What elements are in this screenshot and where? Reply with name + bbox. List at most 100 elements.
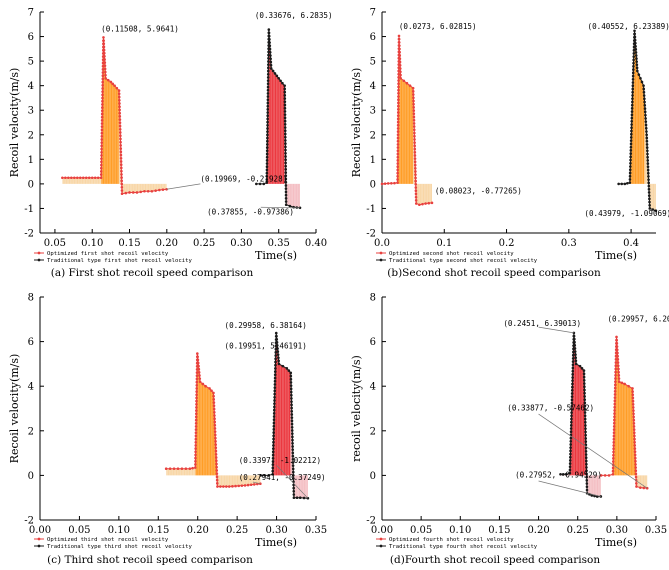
data-point <box>216 485 219 488</box>
data-label: (0.27941, -0.37249) <box>239 473 326 482</box>
data-point <box>646 168 650 172</box>
x-tick-label: 0.25 <box>567 525 589 536</box>
data-point <box>291 432 294 435</box>
data-point <box>617 370 620 374</box>
data-point <box>266 133 269 137</box>
data-point <box>194 447 197 450</box>
y-axis-label: recoil velocity(m/s) <box>350 355 363 462</box>
data-point <box>214 440 217 443</box>
fill-band <box>266 29 285 184</box>
data-point <box>628 168 632 172</box>
data-point <box>411 86 415 90</box>
data-point <box>283 110 287 113</box>
data-point <box>629 139 633 142</box>
data-point <box>213 430 217 433</box>
y-tick-label: 8 <box>370 293 376 304</box>
data-point <box>267 31 271 35</box>
data-point <box>583 420 587 424</box>
data-point <box>408 84 412 87</box>
data-point <box>291 464 295 467</box>
data-point <box>414 170 417 173</box>
data-point <box>81 176 85 180</box>
data-point <box>584 427 587 430</box>
data-point <box>617 380 621 384</box>
data-point <box>101 74 105 78</box>
data-point <box>115 86 119 90</box>
data-point <box>215 475 219 479</box>
data-point <box>634 469 638 473</box>
data-point <box>631 406 635 409</box>
data-point <box>214 456 218 459</box>
data-point <box>585 472 588 476</box>
data-point <box>612 434 616 438</box>
data-point <box>632 431 636 435</box>
data-point <box>612 428 616 431</box>
data-point <box>613 418 616 422</box>
data-point <box>100 112 104 116</box>
y-tick-label: 0 <box>370 471 376 482</box>
data-point <box>571 366 575 370</box>
data-point <box>398 60 402 64</box>
y-tick-label: 6 <box>28 32 34 43</box>
data-point <box>194 412 198 416</box>
data-point <box>118 131 122 134</box>
data-point <box>273 405 276 409</box>
data-point <box>266 111 270 114</box>
data-point <box>584 456 588 460</box>
x-tick-label: 0.25 <box>226 525 248 536</box>
data-point <box>124 191 128 195</box>
data-point <box>397 41 401 44</box>
data-point <box>118 115 122 118</box>
data-point <box>101 64 105 68</box>
data-point <box>215 482 219 485</box>
data-point <box>215 465 218 469</box>
data-point <box>284 142 287 145</box>
data-point <box>632 55 636 58</box>
data-point <box>275 341 279 344</box>
data-point <box>271 466 275 470</box>
data-point <box>103 64 107 68</box>
data-point <box>632 58 635 62</box>
annotation-leader <box>276 465 309 499</box>
data-point <box>292 489 296 493</box>
data-point <box>284 190 288 194</box>
y-tick-label: 3 <box>28 106 34 117</box>
annotation-leader <box>538 480 601 497</box>
data-point <box>568 459 572 462</box>
data-point <box>277 77 281 80</box>
data-point <box>289 377 293 381</box>
fill-band <box>644 105 656 211</box>
data-point <box>268 50 272 54</box>
data-point <box>146 189 150 193</box>
data-point <box>281 81 284 85</box>
data-point <box>298 496 302 500</box>
data-point <box>571 353 575 357</box>
data-point <box>654 209 658 212</box>
data-point <box>198 380 202 384</box>
caption: (b)Second shot recoil speed comparison <box>387 267 601 279</box>
legend-swatch-marker <box>379 251 383 255</box>
data-point <box>633 450 637 454</box>
data-point <box>413 163 417 167</box>
y-tick-label: 7 <box>370 8 376 19</box>
data-point <box>396 181 399 184</box>
data-point <box>214 452 218 456</box>
data-point <box>215 469 219 472</box>
data-point <box>100 109 104 113</box>
data-point <box>634 48 638 51</box>
x-tick-label: 0.15 <box>118 238 140 249</box>
data-point <box>292 493 296 496</box>
data-point <box>398 57 402 61</box>
data-point <box>583 404 587 408</box>
data-point <box>164 467 168 471</box>
data-point <box>284 184 288 187</box>
data-point <box>290 393 293 397</box>
data-point <box>274 367 277 370</box>
y-tick-label: 1 <box>28 155 34 166</box>
data-point <box>413 166 417 170</box>
data-point <box>583 385 586 389</box>
data-point <box>398 50 401 54</box>
data-point <box>195 380 199 384</box>
data-point <box>259 482 262 486</box>
data-point <box>274 351 278 354</box>
